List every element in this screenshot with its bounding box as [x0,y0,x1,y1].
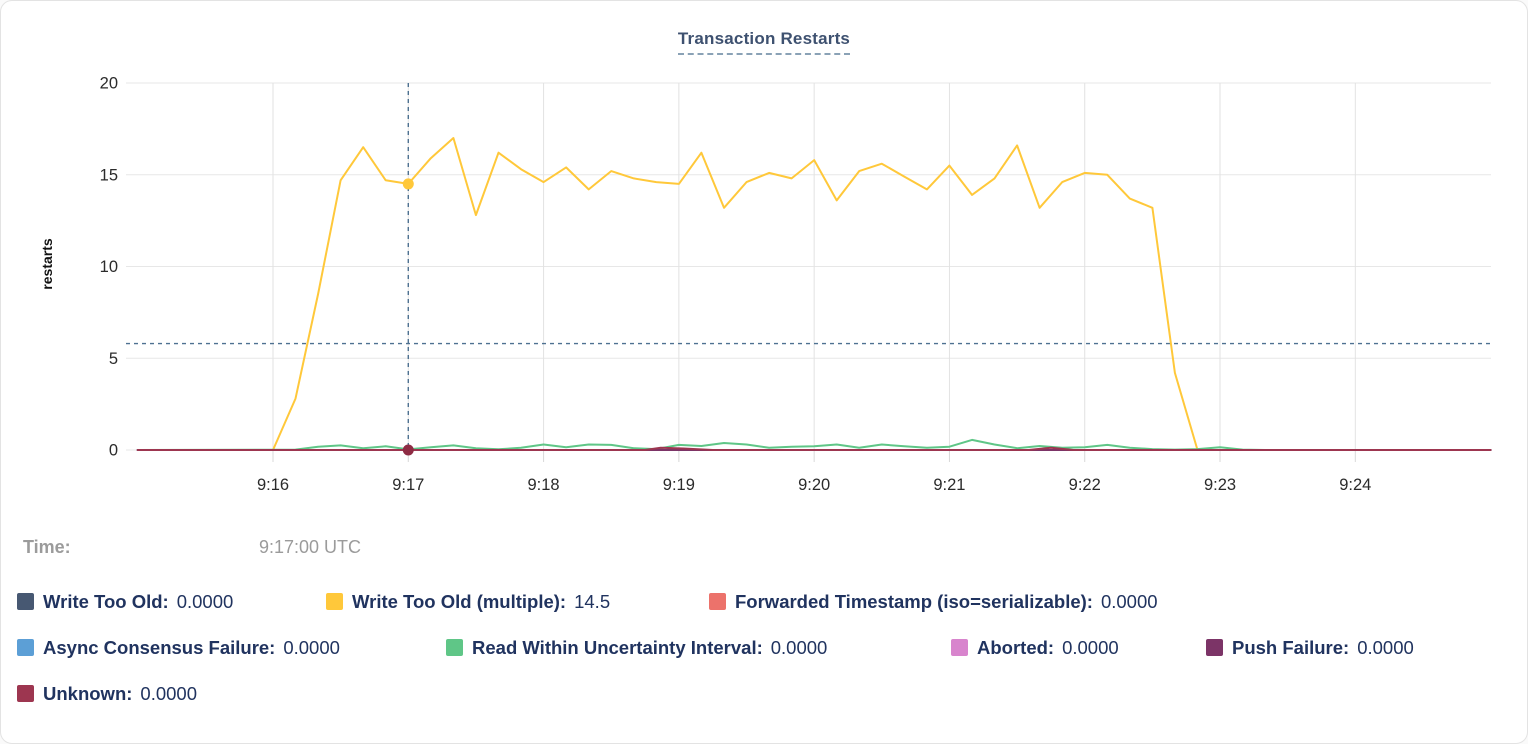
legend-row: Write Too Old: 0.0000 Write Too Old (multi… [1,591,1527,615]
chart-title[interactable]: Transaction Restarts [677,29,851,55]
legend-value: 0.0000 [283,637,340,658]
x-tick-label: 9:20 [798,476,830,494]
legend-label: Async Consensus Failure: [43,637,276,658]
legend-swatch-icon [709,593,726,610]
x-tick-label: 9:22 [1069,476,1101,494]
hover-time-label: Time: [23,537,71,557]
legend-value: 0.0000 [1100,591,1158,612]
legend-value: 0.0000 [1062,637,1119,658]
legend-swatch-icon [17,593,34,610]
chart-title-wrap: Transaction Restarts [1,29,1527,55]
x-tick-label: 9:18 [528,476,560,494]
series-line-read-within-uncertainty-interval [136,438,1492,451]
legend-value: 0.0000 [1357,637,1414,658]
legend-item-forwarded-timestamp-iso-serializable-: Forwarded Timestamp (iso=serializable): 0… [709,591,1158,613]
legend-label: Read Within Uncertainty Interval: [472,637,763,658]
transaction-restarts-chart[interactable]: 0 5 10 15 20 9:16 9:17 9:18 9:19 9:20 9:21 9:22 9:23… [1,1,1528,513]
legend-value: 0.0000 [770,637,828,658]
legend-value: 0.0000 [176,591,234,612]
legend-item-push-failure: Push Failure: 0.0000 [1206,637,1414,659]
y-tick-label: 10 [100,258,118,276]
legend-item-async-consensus-failure: Async Consensus Failure: 0.0000 [17,637,340,659]
y-tick-label: 15 [100,166,118,184]
legend-label: Aborted: [977,637,1055,658]
legend-swatch-icon [326,593,343,610]
x-tick-label: 9:24 [1339,476,1371,494]
legend-swatch-icon [1206,639,1223,656]
legend-value: 14.5 [574,591,611,612]
x-tick-label: 9:17 [392,476,424,494]
series-line-unknown [136,446,1492,451]
legend-label: Write Too Old: [43,591,169,612]
legend-item-write-too-old: Write Too Old: 0.0000 [17,591,233,613]
legend-item-read-within-uncertainty-interval: Read Within Uncertainty Interval: 0.0000 [446,637,827,659]
legend-label: Unknown: [43,683,133,704]
legend-swatch-icon [951,639,968,656]
legend-swatch-icon [17,639,34,656]
hover-point [402,444,414,456]
legend-item-unknown: Unknown: 0.0000 [17,683,197,705]
series-line-write-too-old-multiple- [272,137,1199,451]
legend-row: Unknown: 0.0000 [1,683,1527,707]
x-tick-label: 9:16 [257,476,289,494]
hover-point [402,178,414,190]
legend-item-write-too-old-multiple-: Write Too Old (multiple): 14.5 [326,591,610,613]
legend-row: Async Consensus Failure: 0.0000 Read Withi… [1,637,1527,661]
y-tick-label: 20 [100,75,118,93]
legend-value: 0.0000 [140,683,197,704]
legend-swatch-icon [17,685,34,702]
legend-label: Push Failure: [1232,637,1350,658]
y-tick-label: 5 [109,350,118,368]
legend-swatch-icon [446,639,463,656]
hover-time-value: 9:17:00 UTC [259,537,362,557]
legend-label: Forwarded Timestamp (iso=serializable): [735,591,1093,612]
x-tick-label: 9:21 [933,476,965,494]
legend-label: Write Too Old (multiple): [352,591,567,612]
x-tick-label: 9:19 [663,476,695,494]
x-tick-label: 9:23 [1204,476,1236,494]
legend-item-aborted: Aborted: 0.0000 [951,637,1119,659]
y-tick-label: 0 [109,442,118,460]
